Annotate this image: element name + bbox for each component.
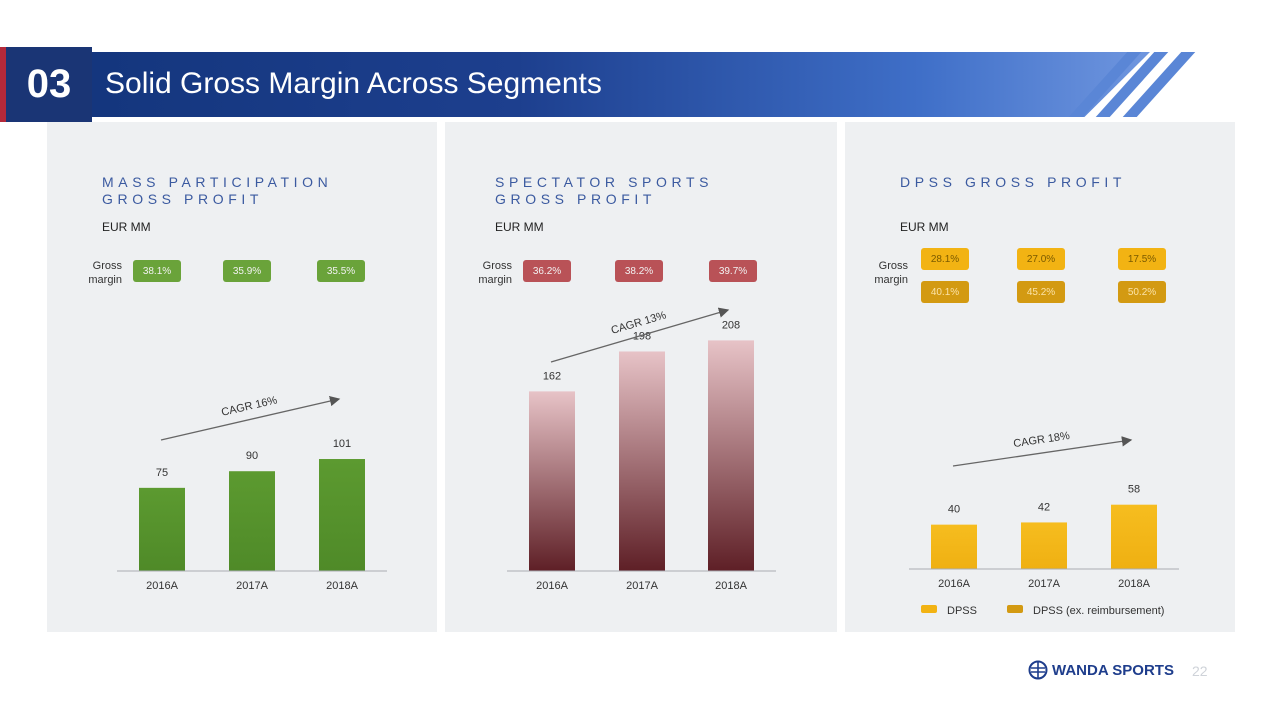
x-tick-label: 2017A [236,580,268,592]
bar-2016A [931,524,977,569]
x-tick-label: 2016A [938,578,970,590]
gross-margin-badge: 45.2% [1017,281,1065,303]
x-tick-label: 2017A [1028,578,1060,590]
header-banner: 03 Solid Gross Margin Across Segments [0,47,1200,122]
gross-margin-badge: 50.2% [1118,281,1166,303]
chart-title: DPSS GROSS PROFIT [900,174,1126,190]
bar-value-label: 75 [156,467,168,479]
gross-margin-badge: 35.5% [317,260,365,282]
globe-icon [1028,660,1048,680]
bar-2018A [319,459,365,571]
gross-margin-badge: 28.1% [921,248,969,270]
cagr-label: CAGR 18% [1013,430,1071,450]
gross-margin-badge: 17.5% [1118,248,1166,270]
gross-margin-badge: 39.7% [709,260,757,282]
gross-margin-label: Gross margin [88,260,122,286]
cagr-arrow [160,395,341,441]
bar-value-label: 40 [948,504,960,516]
bar-value-label: 101 [333,438,351,450]
bar-2017A [1021,522,1067,569]
unit-label: EUR MM [102,220,151,234]
bar-value-label: 42 [1038,501,1050,513]
bar-value-label: 58 [1128,484,1140,496]
unit-label: EUR MM [495,220,544,234]
brand-logo: WANDA SPORTS [1028,660,1174,680]
cagr-arrow [550,307,730,363]
gross-margin-badge: 40.1% [921,281,969,303]
bar-value-label: 90 [246,450,258,462]
bar-2017A [229,471,275,571]
x-tick-label: 2018A [326,580,358,592]
unit-label: EUR MM [900,220,949,234]
gross-margin-badge: 38.2% [615,260,663,282]
legend-label: DPSS (ex. reimbursement) [1033,605,1164,617]
section-number: 03 [0,47,92,122]
gross-margin-badge: 35.9% [223,260,271,282]
bar-2018A [708,340,754,571]
x-tick-label: 2016A [146,580,178,592]
brand-name: WANDA SPORTS [1052,661,1174,679]
panel-spectator-sports: SPECTATOR SPORTS GROSS PROFIT EUR MM Gro… [445,122,837,632]
bar-value-label: 162 [543,370,561,382]
legend-swatch [921,605,937,613]
bar-2017A [619,351,665,571]
gross-margin-label: Gross margin [478,260,512,286]
bar-2016A [529,391,575,571]
bar-2016A [139,487,185,571]
chart-title: SPECTATOR SPORTS GROSS PROFIT [495,174,714,207]
gross-margin-badge: 38.1% [133,260,181,282]
panel-dpss: DPSS GROSS PROFIT EUR MM Gross margin 28… [845,122,1235,632]
gross-margin-badge: 27.0% [1017,248,1065,270]
x-tick-label: 2018A [715,580,747,592]
legend-swatch [1007,605,1023,613]
gross-margin-label: Gross margin [874,260,908,286]
x-tick-label: 2016A [536,580,568,592]
gross-margin-badge: 36.2% [523,260,571,282]
page-number: 22 [1192,663,1208,679]
chart-title: MASS PARTICIPATION GROSS PROFIT [102,174,333,207]
cagr-arrow [952,436,1133,467]
page-title: Solid Gross Margin Across Segments [105,67,602,100]
legend-label: DPSS [947,605,977,617]
x-tick-label: 2018A [1118,578,1150,590]
bar-chart-dpss: 40 2016A 42 2017A 58 2018A CAGR 18% DPSS DPSS (e… [909,430,1179,617]
banner-bar [0,52,1150,117]
panel-mass-participation: MASS PARTICIPATION GROSS PROFIT EUR MM G… [47,122,437,632]
x-tick-label: 2017A [626,580,658,592]
bar-2018A [1111,504,1157,569]
bar-value-label: 208 [722,319,740,331]
